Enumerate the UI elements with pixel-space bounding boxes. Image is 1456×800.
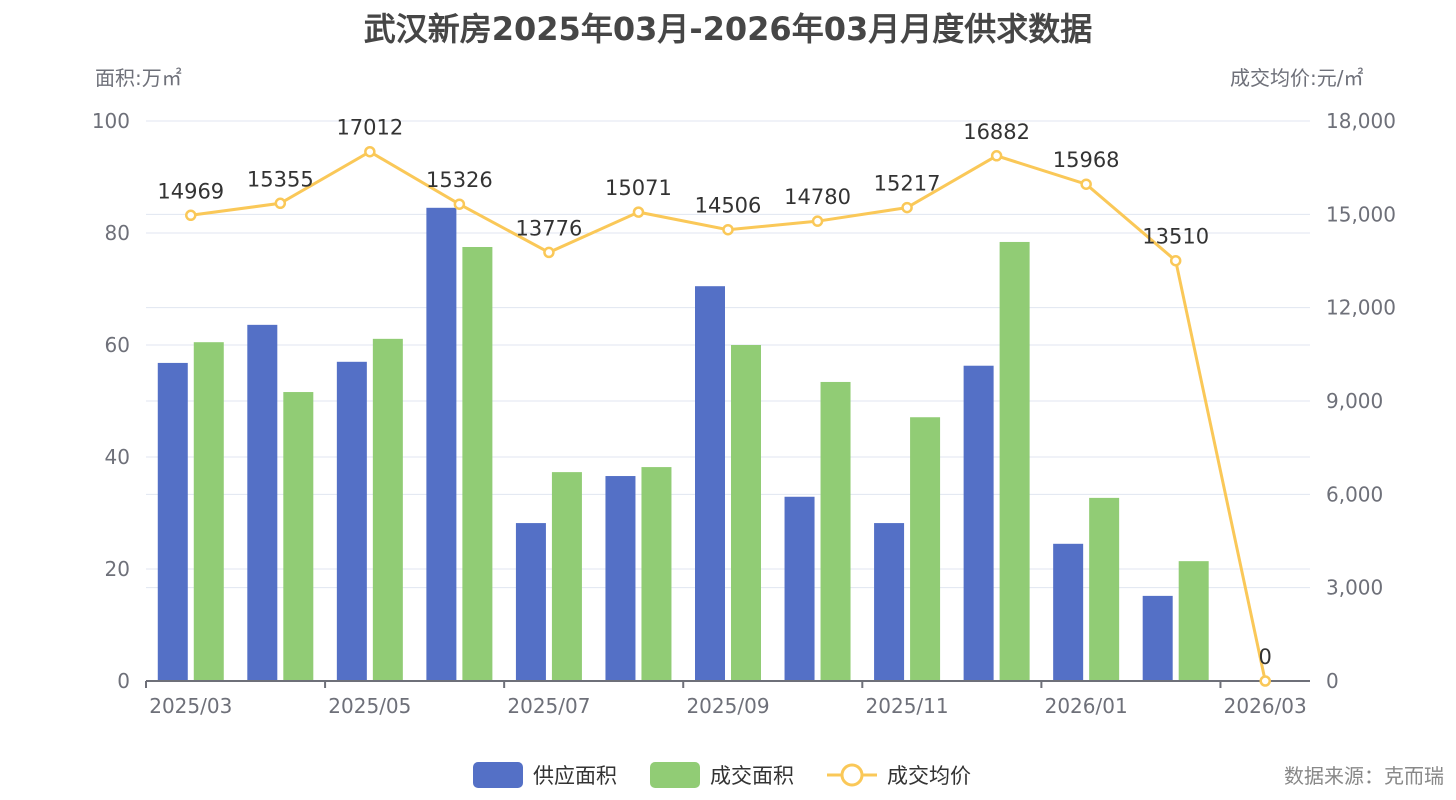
x-tick-label: 2025/07 bbox=[507, 694, 590, 718]
y-right-tick-label: 3,000 bbox=[1326, 576, 1383, 600]
bar-supply bbox=[784, 496, 815, 681]
bar-supply bbox=[336, 361, 367, 681]
bar-deal bbox=[462, 247, 493, 681]
right-axis-label: 成交均价:元/㎡ bbox=[1230, 66, 1364, 90]
legend-marker bbox=[840, 763, 864, 787]
y-right-tick-label: 18,000 bbox=[1326, 109, 1396, 133]
bar-supply bbox=[515, 523, 546, 681]
price-point bbox=[274, 197, 287, 210]
legend-label: 成交面积 bbox=[710, 764, 794, 788]
price-data-label: 14780 bbox=[784, 185, 851, 209]
price-point bbox=[185, 209, 197, 222]
price-point bbox=[632, 206, 645, 218]
y-right-tick-label: 0 bbox=[1326, 669, 1339, 693]
bar-deal bbox=[1089, 497, 1120, 681]
bar-deal bbox=[372, 338, 403, 681]
legend-label: 成交均价 bbox=[887, 764, 971, 788]
bar-supply bbox=[874, 523, 905, 681]
price-point bbox=[1080, 178, 1092, 190]
price-data-label: 15217 bbox=[874, 172, 941, 196]
data-source: 数据来源：克而瑞 bbox=[1284, 764, 1444, 788]
bar-supply bbox=[963, 365, 994, 681]
price-point bbox=[364, 145, 376, 158]
chart-title: 武汉新房2025年03月-2026年03月月度供求数据 bbox=[363, 10, 1093, 48]
y-right-tick-label: 15,000 bbox=[1326, 202, 1396, 226]
legend-label: 供应面积 bbox=[533, 764, 617, 788]
bar-supply bbox=[1053, 543, 1084, 681]
x-tick-label: 2025/11 bbox=[866, 694, 949, 718]
price-point bbox=[1169, 254, 1182, 267]
bar-supply bbox=[605, 476, 636, 681]
price-point bbox=[453, 198, 466, 210]
price-point bbox=[722, 223, 734, 236]
legend-swatch bbox=[473, 762, 523, 788]
bar-deal bbox=[193, 342, 224, 681]
bar-deal bbox=[283, 392, 314, 681]
price-point bbox=[1259, 675, 1271, 687]
bar-supply bbox=[1142, 595, 1173, 681]
price-data-label: 15968 bbox=[1053, 148, 1120, 172]
bar-deal bbox=[731, 345, 761, 681]
bar-deal bbox=[910, 417, 941, 681]
price-point bbox=[990, 150, 1003, 162]
y-left-tick-label: 80 bbox=[105, 221, 130, 245]
bar-deal bbox=[641, 467, 672, 681]
price-data-label: 17012 bbox=[336, 116, 403, 140]
price-point bbox=[901, 201, 913, 214]
legend-swatch bbox=[650, 762, 700, 788]
y-left-tick-label: 60 bbox=[105, 333, 130, 357]
y-left-tick-label: 40 bbox=[105, 445, 130, 469]
bar-supply bbox=[157, 362, 188, 681]
price-data-label: 16882 bbox=[963, 120, 1030, 144]
y-left-tick-label: 100 bbox=[92, 109, 130, 133]
price-point bbox=[811, 215, 824, 227]
bar-deal bbox=[551, 472, 582, 681]
x-tick-label: 2026/03 bbox=[1224, 694, 1307, 718]
price-data-label: 14969 bbox=[157, 179, 224, 203]
y-right-tick-label: 6,000 bbox=[1326, 482, 1383, 506]
x-tick-label: 2026/01 bbox=[1045, 694, 1128, 718]
price-data-label: 15071 bbox=[605, 176, 672, 200]
price-point bbox=[543, 246, 555, 259]
x-tick-label: 2025/05 bbox=[328, 694, 411, 718]
y-right-tick-label: 12,000 bbox=[1326, 296, 1396, 320]
bar-deal bbox=[999, 241, 1030, 681]
y-left-tick-label: 0 bbox=[117, 669, 130, 693]
price-data-label: 15355 bbox=[247, 167, 314, 191]
x-tick-label: 2025/09 bbox=[686, 694, 769, 718]
bar-supply bbox=[426, 207, 457, 682]
y-left-tick-label: 20 bbox=[105, 557, 130, 581]
bar-supply bbox=[247, 324, 278, 681]
price-data-label: 13510 bbox=[1142, 225, 1209, 249]
bar-deal bbox=[1178, 561, 1209, 681]
price-data-label: 15326 bbox=[426, 168, 493, 192]
x-tick-label: 2025/03 bbox=[149, 694, 232, 718]
y-right-tick-label: 9,000 bbox=[1326, 389, 1383, 413]
bar-deal bbox=[820, 381, 851, 681]
left-axis-label: 面积:万㎡ bbox=[95, 66, 182, 90]
price-data-label: 13776 bbox=[516, 216, 583, 240]
price-data-label: 14506 bbox=[695, 194, 762, 218]
bar-supply bbox=[695, 286, 725, 681]
price-data-label: 0 bbox=[1259, 645, 1272, 669]
